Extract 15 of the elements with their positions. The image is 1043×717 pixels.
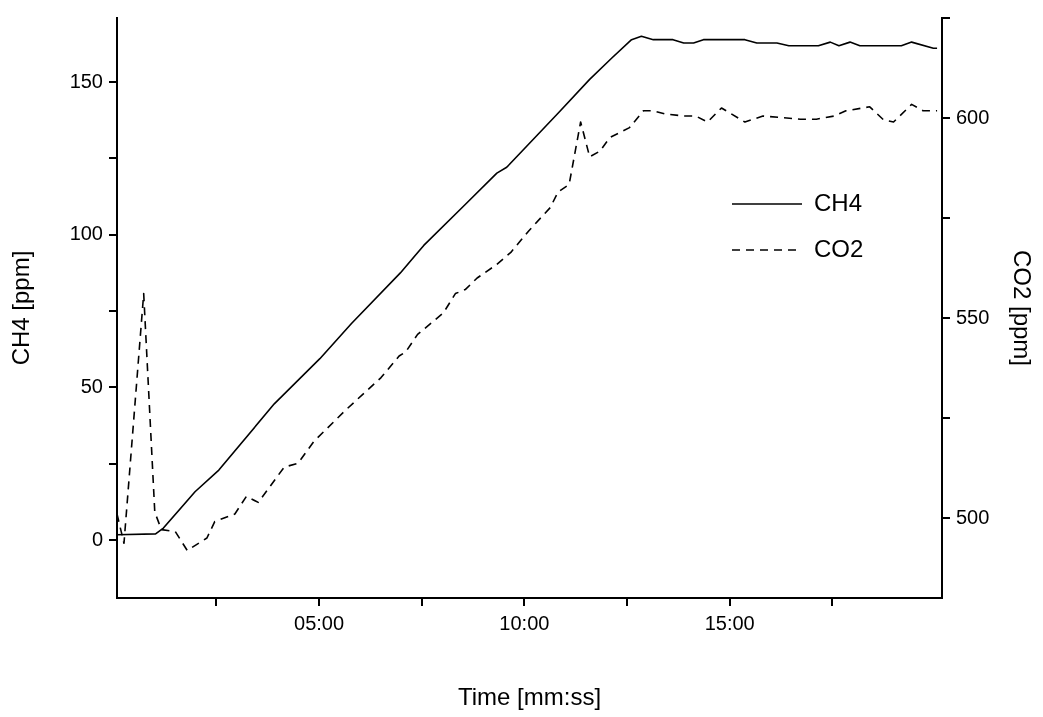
y-axis-title: CH4 [ppm] (7, 250, 35, 366)
y2-tick-label: 600 (956, 105, 990, 128)
y-tick-label: 150 (69, 69, 103, 92)
y-tick-label: 50 (80, 374, 103, 397)
x-tick-label: 10:00 (499, 611, 550, 634)
y2-tick-label: 550 (956, 305, 990, 328)
y2-axis-title: CO2 [ppm] (1008, 249, 1036, 367)
legend-label: CO2 (814, 234, 864, 262)
x-tick-label: 05:00 (294, 611, 345, 634)
x-tick-label: 15:00 (704, 611, 755, 634)
y-tick-label: 100 (69, 222, 103, 245)
y2-tick-label: 500 (956, 505, 990, 528)
legend-label: CH4 (814, 188, 863, 216)
y-tick-label: 0 (91, 527, 103, 550)
x-axis-title: Time [mm:ss] (457, 683, 602, 711)
